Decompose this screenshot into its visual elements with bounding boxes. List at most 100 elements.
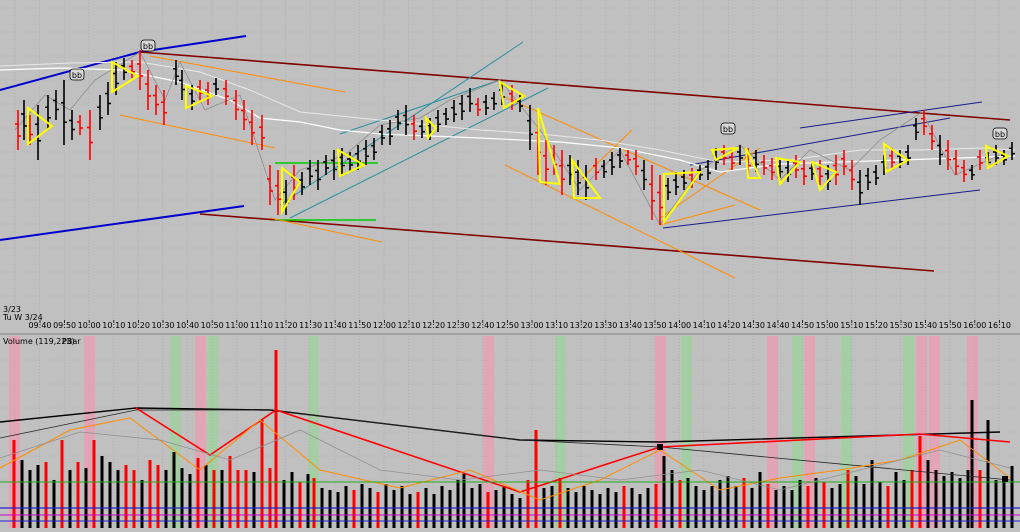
- candle: [77, 115, 83, 135]
- candle: [323, 155, 329, 175]
- trend-line: [659, 147, 761, 219]
- volume-highlight-green: [207, 336, 218, 528]
- x-tick-label: 09:40: [28, 321, 51, 330]
- candle: [459, 95, 465, 120]
- x-tick-label: 11:40: [324, 321, 347, 330]
- bb-annotation-box: [720, 122, 736, 135]
- candle: [475, 98, 481, 116]
- candle: [61, 80, 67, 145]
- x-tick-label: 10:50: [201, 321, 224, 330]
- pattern-triangle: [498, 80, 526, 110]
- x-tick-label: 15:50: [939, 321, 962, 330]
- candle: [865, 168, 871, 190]
- volume-lines: [0, 407, 1020, 522]
- trend-lines: [0, 35, 1016, 279]
- candle: [419, 120, 425, 138]
- candle: [53, 90, 59, 120]
- pattern-triangle: [185, 84, 215, 110]
- x-tick-label: 10:00: [78, 321, 101, 330]
- volume-ma-thin: [0, 409, 1011, 481]
- candle: [267, 165, 273, 205]
- volume-highlight-green: [903, 336, 914, 528]
- volume-highlight-pink: [84, 336, 95, 528]
- candle: [213, 78, 219, 95]
- candle: [543, 140, 549, 185]
- candle: [275, 170, 281, 215]
- candle: [179, 70, 185, 100]
- bb-annotation-label: bb: [143, 42, 153, 51]
- trend-line: [689, 117, 951, 166]
- candle: [491, 92, 497, 110]
- candle: [331, 150, 337, 180]
- candle: [527, 105, 533, 150]
- pattern-triangle: [984, 144, 1011, 170]
- x-tick-label: 12:30: [447, 321, 470, 330]
- candle: [129, 60, 135, 78]
- candle: [625, 150, 631, 165]
- candle: [97, 95, 103, 130]
- volume-highlight-green: [170, 336, 181, 528]
- x-tick-label: 13:50: [643, 321, 666, 330]
- x-tick-label: 12:20: [422, 321, 445, 330]
- candle: [153, 85, 159, 115]
- candle: [559, 150, 565, 195]
- x-tick-label: 13:10: [545, 321, 568, 330]
- candle: [161, 90, 167, 125]
- bb-annotation: bb: [69, 68, 85, 81]
- bb-annotation-label: bb: [995, 130, 1005, 139]
- x-tick-label: 11:50: [348, 321, 371, 330]
- x-tick-label: 13:00: [520, 321, 543, 330]
- trend-line: [339, 79, 501, 135]
- candle: [833, 155, 839, 185]
- trend-line: [269, 217, 383, 243]
- trend-line: [279, 41, 524, 206]
- candle: [371, 138, 377, 160]
- x-tick-label: 11:20: [274, 321, 297, 330]
- candle: [889, 148, 895, 170]
- candle: [575, 160, 581, 195]
- candle: [641, 160, 647, 190]
- candle: [673, 172, 679, 195]
- candle: [961, 160, 967, 182]
- x-tick-label: 14:40: [766, 321, 789, 330]
- x-tick-label: 15:20: [865, 321, 888, 330]
- candle: [657, 175, 663, 225]
- candle: [953, 150, 959, 175]
- volume-ma-red: [135, 407, 1011, 493]
- candle: [857, 170, 863, 205]
- date-label-2: Tu W 3/24: [2, 313, 43, 322]
- trend-line: [139, 35, 247, 53]
- candle: [387, 120, 393, 145]
- trend-line: [662, 189, 981, 229]
- volume-highlight-green: [308, 336, 319, 528]
- volume-ma-orange: [0, 417, 1011, 501]
- x-tick-label: 15:30: [889, 321, 912, 330]
- bb-annotation-label: bb: [723, 125, 733, 134]
- candle: [145, 70, 151, 110]
- volume-highlight-green: [681, 336, 692, 528]
- x-tick-label: 15:10: [840, 321, 863, 330]
- volume-ma-grey: [0, 429, 1011, 491]
- x-tick-label: 09:50: [53, 321, 76, 330]
- candle: [993, 145, 999, 165]
- pattern-triangle: [336, 148, 367, 178]
- pattern-triangle: [537, 107, 562, 186]
- candle: [737, 145, 743, 165]
- candle: [105, 82, 111, 115]
- volume-highlight-pink: [195, 336, 206, 528]
- candle: [21, 100, 27, 140]
- x-tick-label: 10:20: [127, 321, 150, 330]
- pattern-triangle: [570, 156, 602, 199]
- x-tick-label: 10:10: [102, 321, 125, 330]
- trend-line: [579, 129, 633, 181]
- x-tick-label: 10:30: [151, 321, 174, 330]
- x-tick-label: 12:50: [496, 321, 519, 330]
- x-tick-label: 12:40: [471, 321, 494, 330]
- trend-line: [799, 101, 983, 129]
- candle: [403, 105, 409, 135]
- pattern-triangle: [774, 156, 802, 187]
- candle: [443, 108, 449, 125]
- candle: [347, 152, 353, 172]
- candle: [233, 90, 239, 120]
- candle: [435, 110, 441, 132]
